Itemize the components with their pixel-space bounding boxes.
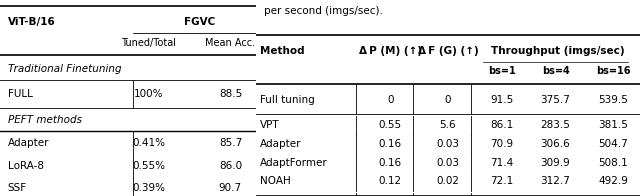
Text: 91.5: 91.5 <box>490 95 513 105</box>
Text: FULL: FULL <box>8 89 33 99</box>
Text: 0.55: 0.55 <box>379 120 402 131</box>
Text: 100%: 100% <box>134 89 163 99</box>
Text: 71.4: 71.4 <box>490 158 513 168</box>
Text: PEFT methods: PEFT methods <box>8 114 82 125</box>
Text: Δ P (M) (↑): Δ P (M) (↑) <box>359 46 422 56</box>
Text: bs=4: bs=4 <box>541 65 570 76</box>
Text: 306.6: 306.6 <box>541 139 570 149</box>
Text: 72.1: 72.1 <box>490 176 513 186</box>
Text: ViT-B/16: ViT-B/16 <box>8 16 56 27</box>
Text: 5.6: 5.6 <box>440 120 456 131</box>
Text: 0.41%: 0.41% <box>132 138 165 148</box>
Text: 283.5: 283.5 <box>541 120 570 131</box>
Text: SSF: SSF <box>8 183 27 193</box>
Text: 0.03: 0.03 <box>436 158 460 168</box>
Text: FGVC: FGVC <box>184 16 215 27</box>
Text: 312.7: 312.7 <box>541 176 570 186</box>
Text: Full tuning: Full tuning <box>260 95 315 105</box>
Text: 0.12: 0.12 <box>379 176 402 186</box>
Text: 0.16: 0.16 <box>379 158 402 168</box>
Text: Δ F (G) (↑): Δ F (G) (↑) <box>418 46 478 56</box>
Text: Mean Acc.: Mean Acc. <box>205 38 255 48</box>
Text: 86.0: 86.0 <box>219 161 242 171</box>
Text: Method: Method <box>260 46 305 56</box>
Text: Adapter: Adapter <box>8 138 49 148</box>
Text: 309.9: 309.9 <box>541 158 570 168</box>
Text: Throughput (imgs/sec): Throughput (imgs/sec) <box>491 46 624 56</box>
Text: 381.5: 381.5 <box>598 120 628 131</box>
Text: 90.7: 90.7 <box>219 183 242 193</box>
Text: 375.7: 375.7 <box>541 95 570 105</box>
Text: LoRA-8: LoRA-8 <box>8 161 44 171</box>
Text: 0.39%: 0.39% <box>132 183 165 193</box>
Text: 0.16: 0.16 <box>379 139 402 149</box>
Text: 0.03: 0.03 <box>436 139 460 149</box>
Text: bs=16: bs=16 <box>596 65 630 76</box>
Text: 0.02: 0.02 <box>436 176 460 186</box>
Text: 508.1: 508.1 <box>598 158 628 168</box>
Text: per second (imgs/sec).: per second (imgs/sec). <box>264 6 383 16</box>
Text: Traditional Finetuning: Traditional Finetuning <box>8 64 122 74</box>
Text: 86.1: 86.1 <box>490 120 513 131</box>
Text: VPT: VPT <box>260 120 280 131</box>
Text: 0.55%: 0.55% <box>132 161 165 171</box>
Text: 504.7: 504.7 <box>598 139 628 149</box>
Text: 70.9: 70.9 <box>490 139 513 149</box>
Text: 85.7: 85.7 <box>219 138 242 148</box>
Text: 0: 0 <box>445 95 451 105</box>
Text: 539.5: 539.5 <box>598 95 628 105</box>
Text: 0: 0 <box>387 95 394 105</box>
Text: 492.9: 492.9 <box>598 176 628 186</box>
Text: NOAH: NOAH <box>260 176 291 186</box>
Text: AdaptFormer: AdaptFormer <box>260 158 328 168</box>
Text: 88.5: 88.5 <box>219 89 242 99</box>
Text: bs=1: bs=1 <box>488 65 516 76</box>
Text: Tuned/Total: Tuned/Total <box>121 38 176 48</box>
Text: Adapter: Adapter <box>260 139 301 149</box>
